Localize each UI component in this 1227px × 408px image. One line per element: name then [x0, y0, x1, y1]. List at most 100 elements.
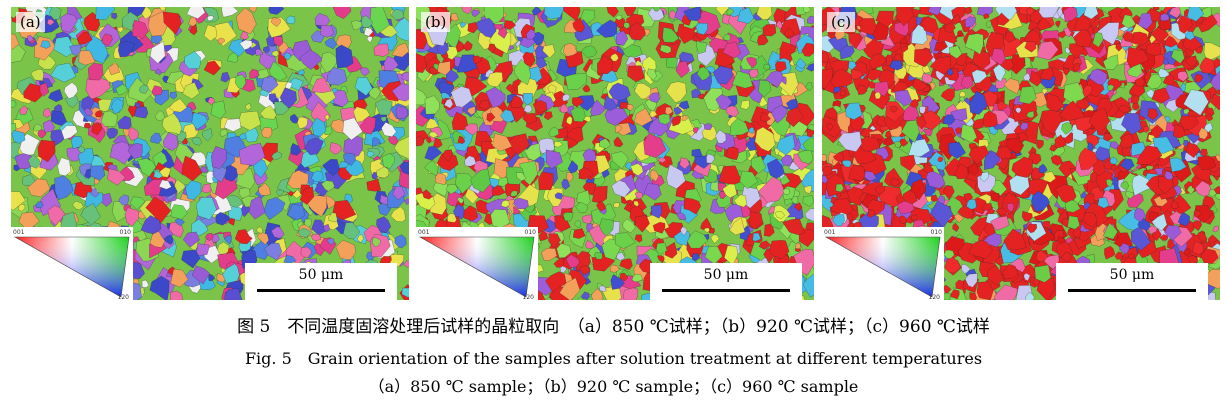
grain	[826, 123, 834, 131]
grain	[1151, 213, 1168, 232]
ipf-color-key: 001 010 120	[822, 227, 944, 300]
grain	[754, 126, 776, 152]
grain	[15, 153, 34, 169]
grain	[256, 226, 263, 234]
grain	[804, 208, 814, 222]
grain	[538, 171, 554, 191]
grain	[11, 33, 20, 50]
grain	[928, 7, 941, 16]
grain	[343, 152, 356, 166]
grain	[89, 165, 106, 181]
grain	[610, 274, 625, 290]
grain	[1178, 212, 1190, 227]
grain	[532, 100, 548, 113]
grain	[485, 86, 506, 108]
grain	[898, 215, 907, 224]
grain	[704, 123, 712, 131]
grain	[42, 107, 52, 118]
grain	[151, 85, 163, 96]
grain	[1010, 258, 1026, 273]
figure-caption-en: Fig. 5 Grain orientation of the samples …	[244, 349, 983, 368]
grain	[455, 173, 476, 194]
grain	[464, 123, 479, 136]
grain	[353, 106, 371, 123]
grain	[224, 118, 242, 132]
grain	[675, 60, 690, 78]
grain	[627, 65, 645, 82]
grain	[426, 136, 432, 144]
grain	[1050, 154, 1063, 166]
grain	[383, 55, 399, 71]
grain	[622, 44, 643, 58]
grain	[390, 206, 406, 223]
grain	[48, 89, 64, 102]
grain	[1152, 7, 1160, 11]
grain	[1130, 141, 1146, 157]
grain	[69, 44, 82, 57]
grain	[1038, 163, 1048, 174]
grain	[1145, 89, 1155, 99]
panel-label: (b)	[421, 12, 451, 32]
grain	[299, 186, 314, 205]
grain	[964, 273, 978, 288]
grain	[1131, 174, 1154, 196]
grain	[118, 41, 135, 58]
grain	[952, 223, 960, 232]
grain	[1095, 146, 1111, 162]
grain	[666, 164, 686, 189]
grain	[1213, 185, 1220, 194]
grain	[424, 95, 440, 115]
grain	[803, 185, 812, 194]
grain	[1132, 102, 1140, 110]
grain	[775, 61, 787, 73]
grain	[260, 76, 279, 93]
grain	[1049, 144, 1057, 152]
grain	[1035, 41, 1059, 61]
grain	[1177, 71, 1189, 82]
grain	[603, 95, 618, 111]
grain	[248, 195, 266, 220]
grain	[207, 15, 214, 21]
grain	[401, 72, 409, 82]
panel-label: (a)	[16, 12, 45, 32]
grain	[590, 99, 607, 117]
grain	[1018, 86, 1037, 105]
grain	[703, 227, 711, 233]
grain	[548, 126, 559, 138]
grain	[947, 68, 954, 76]
grain	[394, 136, 409, 160]
grain	[503, 20, 516, 30]
grain	[1197, 155, 1217, 170]
grain	[1134, 77, 1145, 87]
ipf-corner-010: 010	[119, 229, 131, 236]
grain	[912, 78, 929, 91]
grain	[997, 12, 1010, 26]
grain	[983, 13, 990, 19]
grain	[934, 41, 948, 52]
grain	[290, 143, 302, 156]
grain	[314, 13, 331, 27]
grain	[283, 254, 297, 264]
grain	[572, 228, 586, 239]
grain	[581, 291, 590, 300]
grain	[273, 36, 284, 47]
grain	[445, 184, 459, 195]
grain	[268, 61, 288, 81]
grain	[102, 33, 113, 47]
grain	[968, 145, 989, 165]
grain	[467, 106, 476, 115]
grain	[1058, 160, 1078, 178]
grain	[900, 138, 909, 147]
grain	[398, 170, 409, 189]
grain	[228, 217, 235, 226]
grain	[162, 113, 183, 135]
grain	[163, 11, 182, 35]
grain	[1026, 110, 1035, 118]
grain	[1173, 124, 1186, 139]
grain	[546, 187, 564, 207]
grain	[832, 214, 845, 227]
grain	[544, 111, 553, 121]
grain	[163, 234, 174, 245]
grain	[310, 233, 321, 241]
grain	[262, 46, 270, 53]
